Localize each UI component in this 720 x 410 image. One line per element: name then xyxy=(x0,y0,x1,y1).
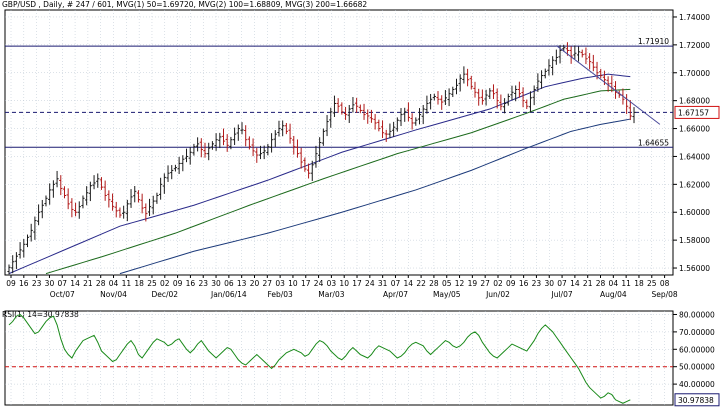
price-y-tick-label: 1.58000 xyxy=(679,236,710,245)
x-day-label: 02 xyxy=(160,279,170,288)
x-day-label: 23 xyxy=(32,279,42,288)
x-month-label: May/05 xyxy=(433,290,461,299)
level-label: 1.71910 xyxy=(638,37,669,46)
x-month-label: Aug/04 xyxy=(600,290,627,299)
x-month-label: Mar/03 xyxy=(318,290,344,299)
current-price-label: 1.67157 xyxy=(678,108,709,117)
x-day-label: 03 xyxy=(275,279,285,288)
x-day-label: 04 xyxy=(109,279,119,288)
x-day-label: 04 xyxy=(609,279,619,288)
x-day-label: 03 xyxy=(327,279,337,288)
price-y-tick-label: 1.74000 xyxy=(679,13,710,22)
ma100-line xyxy=(45,88,631,275)
x-day-label: 31 xyxy=(378,279,388,288)
x-day-label: 14 xyxy=(570,279,580,288)
x-day-label: 10 xyxy=(339,279,349,288)
rsi-value-label: 30.97838 xyxy=(678,396,714,405)
x-month-label: Feb/03 xyxy=(267,290,293,299)
x-month-label: Jul/07 xyxy=(551,290,573,299)
x-day-label: 22 xyxy=(416,279,426,288)
price-y-tick-label: 1.62000 xyxy=(679,180,710,189)
price-panel-title: GBP/USD , Daily, # 247 / 601, MVG(1) 50=… xyxy=(2,0,367,9)
price-y-tick-label: 1.68000 xyxy=(679,97,710,106)
x-month-label: Apr/07 xyxy=(383,290,408,299)
x-month-label: Dec/02 xyxy=(151,290,178,299)
x-day-label: 14 xyxy=(404,279,414,288)
x-day-label: 25 xyxy=(147,279,157,288)
x-month-label: Jan/06/14 xyxy=(210,290,247,299)
x-day-label: 20 xyxy=(250,279,260,288)
x-day-label: 07 xyxy=(57,279,67,288)
price-y-tick-label: 1.60000 xyxy=(679,208,710,217)
x-day-label: 27 xyxy=(480,279,490,288)
x-day-label: 07 xyxy=(391,279,401,288)
price-y-tick-label: 1.56000 xyxy=(679,264,710,273)
price-y-tick-label: 1.64000 xyxy=(679,152,710,161)
ma50-line xyxy=(8,73,631,275)
x-day-label: 17 xyxy=(301,279,311,288)
price-y-tick-label: 1.72000 xyxy=(679,41,710,50)
x-day-label: 11 xyxy=(122,279,132,288)
x-day-label: 30 xyxy=(544,279,554,288)
rsi-y-tick-label: 60.00000 xyxy=(679,345,715,354)
x-day-label: 10 xyxy=(288,279,298,288)
x-day-label: 23 xyxy=(198,279,208,288)
x-day-label: 09 xyxy=(506,279,516,288)
x-day-label: 24 xyxy=(314,279,324,288)
x-day-label: 13 xyxy=(237,279,247,288)
x-day-label: 08 xyxy=(660,279,670,288)
x-day-label: 11 xyxy=(621,279,631,288)
x-day-label: 16 xyxy=(186,279,196,288)
x-day-label: 06 xyxy=(224,279,234,288)
downtrend-line xyxy=(556,45,661,125)
current-price-box xyxy=(674,105,720,119)
x-day-label: 24 xyxy=(365,279,375,288)
x-day-label: 07 xyxy=(557,279,567,288)
x-day-label: 05 xyxy=(442,279,452,288)
x-day-label: 09 xyxy=(6,279,16,288)
x-day-label: 25 xyxy=(647,279,657,288)
price-y-tick-label: 1.66000 xyxy=(679,125,710,134)
x-day-label: 16 xyxy=(19,279,29,288)
x-day-label: 14 xyxy=(70,279,80,288)
rsi-line xyxy=(8,313,631,404)
x-day-label: 28 xyxy=(96,279,106,288)
x-day-label: 30 xyxy=(45,279,55,288)
price-panel xyxy=(4,9,674,276)
rsi-y-tick-label: 70.00000 xyxy=(679,328,715,337)
x-day-label: 30 xyxy=(211,279,221,288)
x-day-label: 27 xyxy=(263,279,273,288)
x-day-label: 28 xyxy=(596,279,606,288)
x-day-label: 28 xyxy=(429,279,439,288)
price-y-tick-label: 1.70000 xyxy=(679,69,710,78)
x-day-label: 16 xyxy=(519,279,529,288)
rsi-y-tick-label: 80.00000 xyxy=(679,310,715,319)
rsi-panel-title: RSI(1) 14=30.97838 xyxy=(2,310,79,319)
rsi-value-box xyxy=(674,393,720,407)
x-day-label: 17 xyxy=(352,279,362,288)
x-day-label: 21 xyxy=(583,279,593,288)
x-day-label: 12 xyxy=(455,279,465,288)
x-month-label: Jun/02 xyxy=(485,290,510,299)
x-day-label: 19 xyxy=(468,279,478,288)
ma200-line xyxy=(119,118,631,275)
x-month-label: Oct/07 xyxy=(50,290,75,299)
level-label: 1.64655 xyxy=(638,138,669,147)
x-day-label: 23 xyxy=(532,279,542,288)
x-day-label: 09 xyxy=(173,279,183,288)
x-month-label: Nov/04 xyxy=(100,290,127,299)
x-month-label: Sep/08 xyxy=(651,290,677,299)
rsi-y-tick-label: 50.00000 xyxy=(679,363,715,372)
x-day-label: 02 xyxy=(493,279,503,288)
x-day-label: 21 xyxy=(83,279,93,288)
x-day-label: 18 xyxy=(134,279,144,288)
x-day-label: 18 xyxy=(634,279,644,288)
rsi-y-tick-label: 40.00000 xyxy=(679,380,715,389)
